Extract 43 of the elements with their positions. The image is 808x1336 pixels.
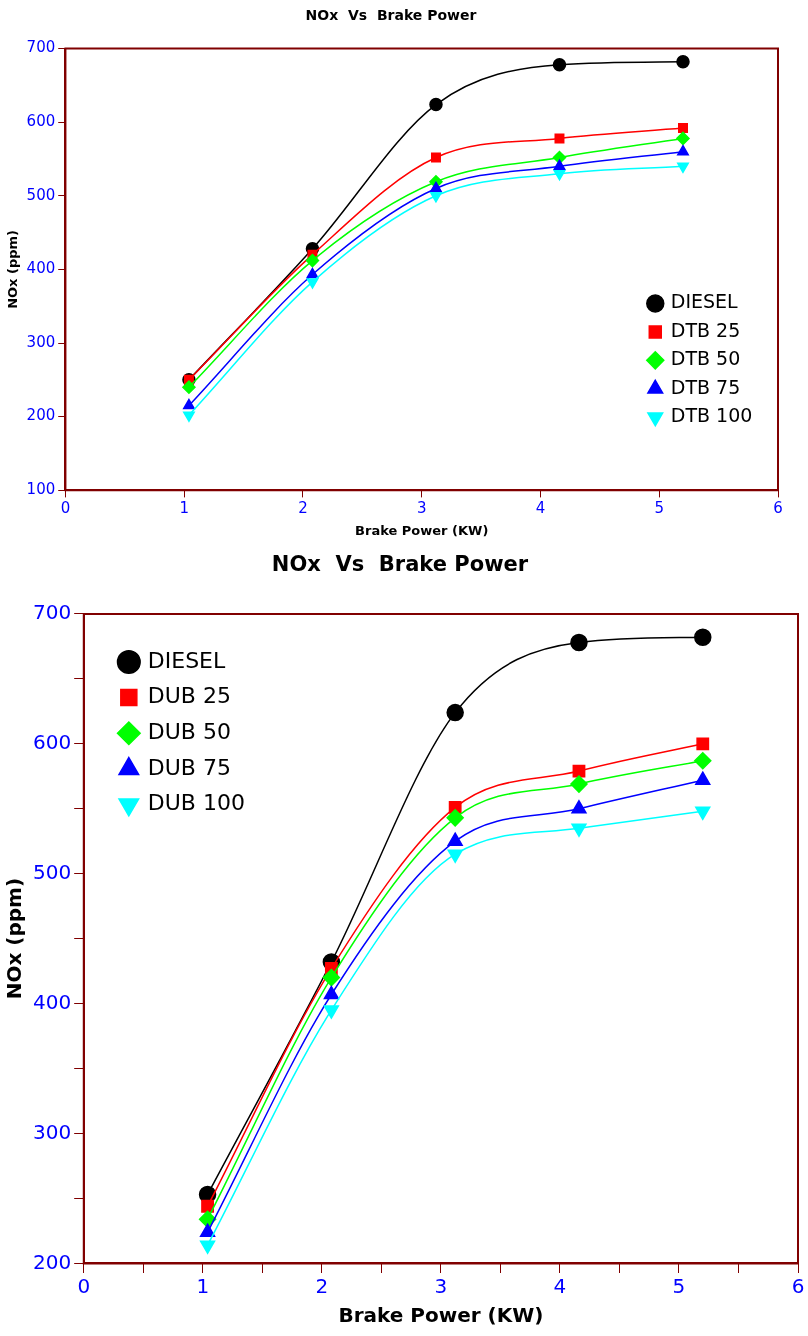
x-tick-label: 3 [434, 1274, 448, 1299]
x-tick-label: 5 [654, 499, 665, 518]
x-tick-label: 6 [773, 499, 783, 518]
x-axis-title: Brake Power (KW) [355, 522, 489, 538]
y-tick-label: 200 [26, 406, 56, 425]
y-tick-label: 500 [26, 185, 56, 204]
x-tick-label: 5 [672, 1274, 686, 1299]
legend-label: DIESEL [670, 290, 739, 313]
y-axis-title: NOx (ppm) [2, 877, 27, 1000]
y-tick-label: 700 [32, 600, 72, 625]
x-tick-label: 2 [315, 1274, 329, 1299]
x-tick-label: 4 [553, 1274, 567, 1299]
x-tick-label: 2 [298, 499, 308, 518]
y-axis-title: NOx (ppm) [5, 229, 21, 309]
legend-label: DUB 50 [147, 718, 231, 744]
y-tick-label: 700 [26, 38, 56, 57]
x-tick-label: 1 [179, 499, 189, 518]
y-tick-label: 600 [32, 730, 72, 754]
legend-label: DIESEL [147, 647, 227, 673]
x-tick-label: 6 [791, 1274, 805, 1299]
y-tick-label: 400 [32, 989, 72, 1014]
legend-label: DUB 25 [147, 683, 231, 709]
y-tick-label: 600 [26, 112, 56, 131]
x-tick-label: 0 [77, 1274, 91, 1299]
chart-title: NOx Vs Brake Power [305, 7, 477, 24]
x-tick-label: 3 [416, 499, 427, 518]
y-tick-label: 500 [32, 859, 72, 884]
y-tick-label: 200 [32, 1249, 72, 1274]
legend-label: DUB 100 [147, 790, 245, 816]
x-tick-label: 4 [535, 499, 546, 518]
y-tick-label: 400 [26, 259, 56, 278]
y-tick-label: 300 [26, 332, 56, 351]
legend-label: DTB 25 [670, 318, 741, 341]
legend-label: DTB 100 [670, 404, 753, 427]
chart-title: NOx Vs Brake Power [271, 552, 529, 577]
legend-label: DUB 75 [147, 754, 231, 780]
x-axis-title: Brake Power (KW) [338, 1303, 544, 1328]
legend-label: DTB 75 [670, 375, 741, 398]
x-tick-label: 0 [60, 499, 71, 518]
y-tick-label: 100 [26, 480, 56, 499]
legend-label: DTB 50 [670, 347, 741, 370]
x-tick-label: 1 [196, 1274, 210, 1299]
y-tick-label: 300 [32, 1119, 72, 1144]
